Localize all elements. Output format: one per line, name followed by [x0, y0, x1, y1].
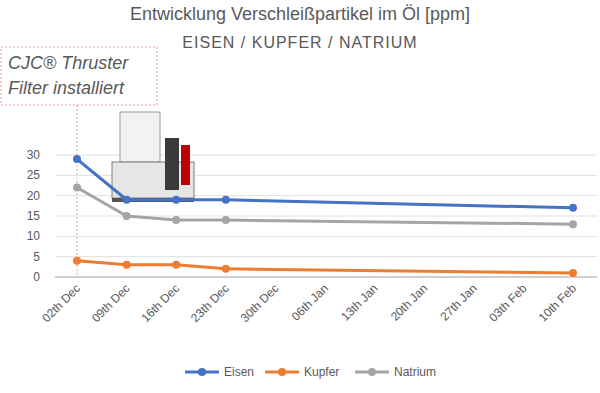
grid-line	[55, 277, 597, 278]
series-marker	[222, 196, 230, 204]
series-line	[127, 216, 177, 220]
y-tick-label: 30	[27, 148, 41, 162]
icon-part	[181, 145, 190, 185]
series-marker	[123, 196, 131, 204]
x-tick-label: 20th Jan	[388, 281, 430, 323]
series-marker	[73, 184, 81, 192]
legend-label: Kupfer	[304, 365, 339, 379]
series-marker	[172, 216, 180, 224]
series-line	[127, 263, 177, 266]
series-marker	[172, 261, 180, 269]
series-line	[77, 188, 127, 216]
y-tick-label: 20	[27, 189, 41, 203]
series-line	[226, 200, 573, 208]
legend-marker	[198, 368, 206, 376]
x-tick-label: 27th Jan	[437, 281, 479, 323]
x-tick-label: 02th Dec	[39, 281, 83, 325]
icon-part	[165, 138, 179, 190]
annotation: CJC® Thruster	[8, 53, 129, 73]
series-marker	[73, 155, 81, 163]
y-tick-label: 0	[33, 270, 40, 284]
series-marker	[172, 196, 180, 204]
grid-line	[55, 256, 597, 257]
grid-line	[55, 236, 597, 237]
y-tick-label: 15	[27, 209, 41, 223]
series-marker	[222, 265, 230, 273]
plot-area	[73, 155, 577, 277]
series-marker	[569, 204, 577, 212]
icon-part	[120, 112, 160, 162]
y-tick-label: 5	[33, 250, 40, 264]
x-tick-label: 16th Dec	[138, 281, 182, 325]
x-tick-label: 10th Feb	[536, 281, 580, 325]
legend-label: Natrium	[394, 365, 436, 379]
subtitle: EISEN / KUPFER / NATRIUM	[182, 34, 417, 51]
y-tick-label: 25	[27, 168, 41, 182]
series-line	[226, 220, 573, 224]
annotation: Filter installiert	[8, 78, 125, 98]
x-tick-label: 13th Jan	[338, 281, 380, 323]
series-marker	[123, 261, 131, 269]
x-tick-label: 06th Jan	[289, 281, 331, 323]
series-line	[176, 219, 226, 222]
x-tick-label: 03th Feb	[486, 281, 530, 325]
series-line	[127, 198, 177, 201]
filter-unit-icon	[112, 112, 194, 202]
x-axis	[55, 277, 597, 278]
series-line	[176, 198, 226, 201]
chart: Entwicklung Verschleißpartikel im Öl [pp…	[0, 0, 600, 393]
series-marker	[222, 216, 230, 224]
series-line	[77, 261, 127, 265]
series-line	[226, 269, 573, 273]
x-tick-label: 30th Dec	[238, 281, 282, 325]
series-marker	[569, 269, 577, 277]
legend-marker	[278, 368, 286, 376]
title: Entwicklung Verschleißpartikel im Öl [pp…	[130, 4, 470, 24]
series-line	[77, 159, 127, 200]
series-marker	[123, 212, 131, 220]
y-tick-label: 10	[27, 229, 41, 243]
legend-marker	[368, 368, 376, 376]
series-line	[176, 265, 226, 269]
series-marker	[569, 220, 577, 228]
annotation-box	[1, 47, 157, 105]
series-marker	[73, 257, 81, 265]
x-tick-label: 23th Dec	[188, 281, 232, 325]
legend-label: Eisen	[224, 365, 254, 379]
x-tick-label: 09th Dec	[89, 281, 133, 325]
